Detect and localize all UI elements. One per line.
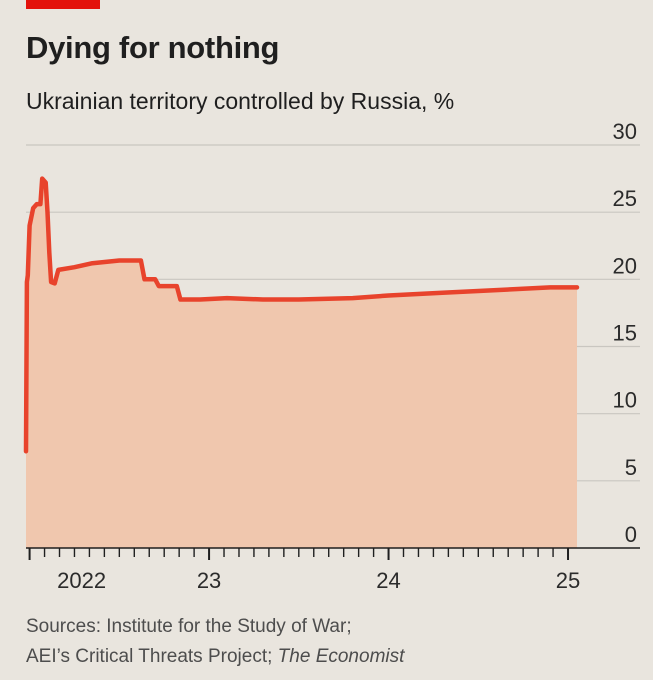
source-line-2-prefix: AEI’s Critical Threats Project; xyxy=(26,646,278,667)
series-area xyxy=(26,178,577,548)
y-tick-label-15: 15 xyxy=(613,321,637,346)
source-publisher: The Economist xyxy=(277,646,405,667)
chart-subtitle: Ukrainian territory controlled by Russia… xyxy=(26,88,455,114)
x-tick-label-2022: 2022 xyxy=(57,568,106,593)
x-tick-label-23: 23 xyxy=(197,568,221,593)
y-tick-label-20: 20 xyxy=(613,253,637,278)
y-tick-label-5: 5 xyxy=(625,455,637,480)
y-tick-label-30: 30 xyxy=(613,120,637,144)
x-tick-label-25: 25 xyxy=(556,568,580,593)
source-note: Sources: Institute for the Study of War;… xyxy=(26,612,404,672)
source-line-1: Sources: Institute for the Study of War; xyxy=(26,616,352,637)
brand-red-tag xyxy=(26,0,100,9)
y-tick-label-25: 25 xyxy=(613,186,637,211)
territory-chart: 0 5 10 15 20 25 30 2022 23 24 25 xyxy=(23,120,640,593)
chart-title: Dying for nothing xyxy=(26,30,280,65)
series-line xyxy=(23,176,580,454)
y-tick-label-0: 0 xyxy=(625,522,637,547)
y-tick-label-10: 10 xyxy=(613,388,637,413)
source-line-2: AEI’s Critical Threats Project; The Econ… xyxy=(26,642,404,672)
x-tick-label-24: 24 xyxy=(376,568,400,593)
